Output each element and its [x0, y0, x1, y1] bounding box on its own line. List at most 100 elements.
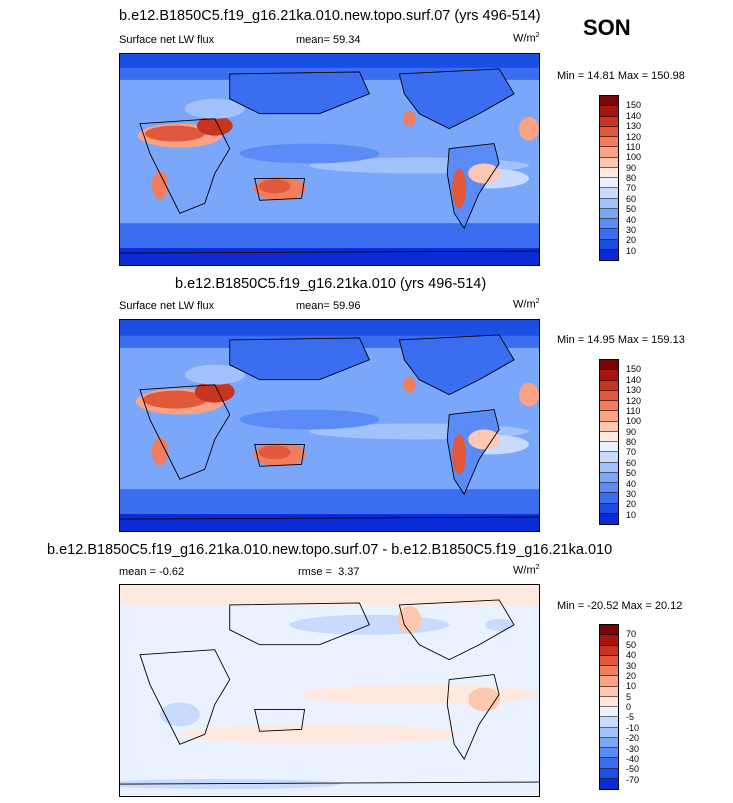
panel-3-map-svg: [120, 585, 539, 796]
colorbar-tick-label: 30: [626, 660, 637, 671]
panel-1-units-sup: 2: [535, 32, 540, 39]
colorbar-tick-label: 100: [626, 152, 642, 163]
panel-3-rmse-label: rmse =: [298, 566, 332, 578]
colorbar-tick-label: -70: [626, 774, 640, 785]
colorbar-tick-label: 70: [626, 629, 637, 640]
australia-hot: [258, 179, 291, 194]
panel-3-units: W/m2: [513, 564, 540, 577]
season-label: SON: [583, 15, 631, 40]
colorbar-tick-label: 50: [626, 639, 637, 650]
siberia-land: [229, 71, 370, 114]
colorbar-box: [600, 462, 618, 473]
west-sahara-edge: [519, 116, 539, 141]
coastlines: [139, 599, 515, 761]
arabia-hot: [196, 115, 233, 136]
north-america-land: [399, 334, 515, 395]
colorbar-tick-label: 40: [626, 650, 637, 661]
colorbar-tick-label: -20: [626, 733, 640, 744]
colorbar-box: [600, 442, 618, 453]
north-america-diff: [397, 605, 422, 634]
colorbar-box: [600, 778, 618, 789]
panel-3-minmax: Min = -20.52 Max = 20.12: [557, 600, 683, 612]
colorbar-tick-label: 20: [626, 670, 637, 681]
arctic-diff: [120, 585, 539, 605]
colorbar-box: [600, 625, 618, 636]
colorbar-tick-label: 50: [626, 468, 637, 479]
colorbar-tick-label: 30: [626, 224, 637, 235]
panel-1-colorbar: [599, 95, 619, 261]
panel-3-colorbar: [599, 624, 619, 790]
colorbar-box: [600, 666, 618, 677]
panel-1-variable: Surface net LW flux: [119, 34, 215, 46]
sahara-hot: [142, 390, 207, 409]
panel-3-mean: mean = -0.62: [119, 566, 184, 578]
colorbar-box: [600, 727, 618, 738]
southern-diff-warm: [179, 724, 460, 745]
panel-3-units-sup: 2: [535, 564, 540, 571]
colorbar-box: [600, 717, 618, 728]
antarctic-coast: [120, 250, 539, 254]
panel-2-colorbar: [599, 359, 619, 525]
andes-hot: [452, 434, 467, 475]
panel-3-map: [119, 584, 540, 797]
panel-2-map-svg: [120, 320, 539, 531]
antarctic-band: [120, 248, 539, 265]
sahara-hot: [144, 125, 205, 142]
panel-2-mean: mean= 59.96: [296, 300, 361, 312]
siberia-land: [229, 337, 370, 380]
colorbar-tick-label: 150: [626, 100, 642, 111]
coastlines: [139, 68, 515, 230]
colorbar-tick-label: 10: [626, 245, 637, 256]
panel-3-rmse: rmse = 3.37: [298, 566, 359, 578]
colorbar-tick-label: 130: [626, 385, 642, 396]
colorbar-box: [600, 472, 618, 483]
colorbar-box: [600, 178, 618, 189]
panel-1-mean: mean= 59.34: [296, 34, 361, 46]
antarctic-coast: [120, 781, 539, 785]
warm-pool: [239, 143, 380, 164]
panel-1-minmax: Min = 14.81 Max = 150.98: [557, 70, 685, 82]
colorbar-box: [600, 431, 618, 442]
south-africa-hot: [151, 437, 168, 466]
colorbar-tick-label: 140: [626, 110, 642, 121]
colorbar-tick-label: 70: [626, 183, 637, 194]
panel-3-mean-label: mean =: [119, 566, 156, 578]
colorbar-box: [600, 401, 618, 412]
arabia-hot: [194, 380, 235, 403]
colorbar-box: [600, 768, 618, 779]
colorbar-box: [600, 758, 618, 769]
arctic-band: [120, 54, 539, 68]
colorbar-tick-label: -50: [626, 764, 640, 775]
colorbar-box: [600, 239, 618, 250]
colorbar-box: [600, 737, 618, 748]
colorbar-box: [600, 137, 618, 148]
colorbar-box: [600, 452, 618, 463]
colorbar-tick-label: -10: [626, 722, 640, 733]
colorbar-box: [600, 360, 618, 371]
colorbar-tick-label: -5: [626, 712, 635, 723]
colorbar-box: [600, 96, 618, 107]
colorbar-box: [600, 696, 618, 707]
colorbar-box: [600, 370, 618, 381]
panel-2-minmax: Min = 14.95 Max = 159.13: [557, 334, 685, 346]
antarctic-band: [120, 514, 539, 531]
panel-1-mean-value: 59.34: [333, 34, 361, 46]
panel-1-title: b.e12.B1850C5.f19_g16.21ka.010.new.topo.…: [119, 8, 541, 24]
colorbar-tick-label: 40: [626, 478, 637, 489]
central-asia: [184, 364, 245, 385]
colorbar-tick-label: 20: [626, 235, 637, 246]
colorbar-box: [600, 483, 618, 494]
colorbar-box: [600, 157, 618, 168]
colorbar-box: [600, 421, 618, 432]
antarctic-diff-cool: [120, 779, 340, 790]
panel-2-units-text: W/m: [513, 298, 536, 311]
panel-2-mean-value: 59.96: [333, 300, 361, 312]
colorbar-box: [600, 116, 618, 127]
panel-1-map: [119, 53, 540, 266]
colorbar-box: [600, 147, 618, 158]
colorbar-tick-label: 100: [626, 416, 642, 427]
north-america-land: [399, 68, 515, 129]
brazil-warm: [468, 429, 501, 450]
panel-2-mean-label: mean=: [296, 300, 330, 312]
colorbar-tick-label: 140: [626, 374, 642, 385]
